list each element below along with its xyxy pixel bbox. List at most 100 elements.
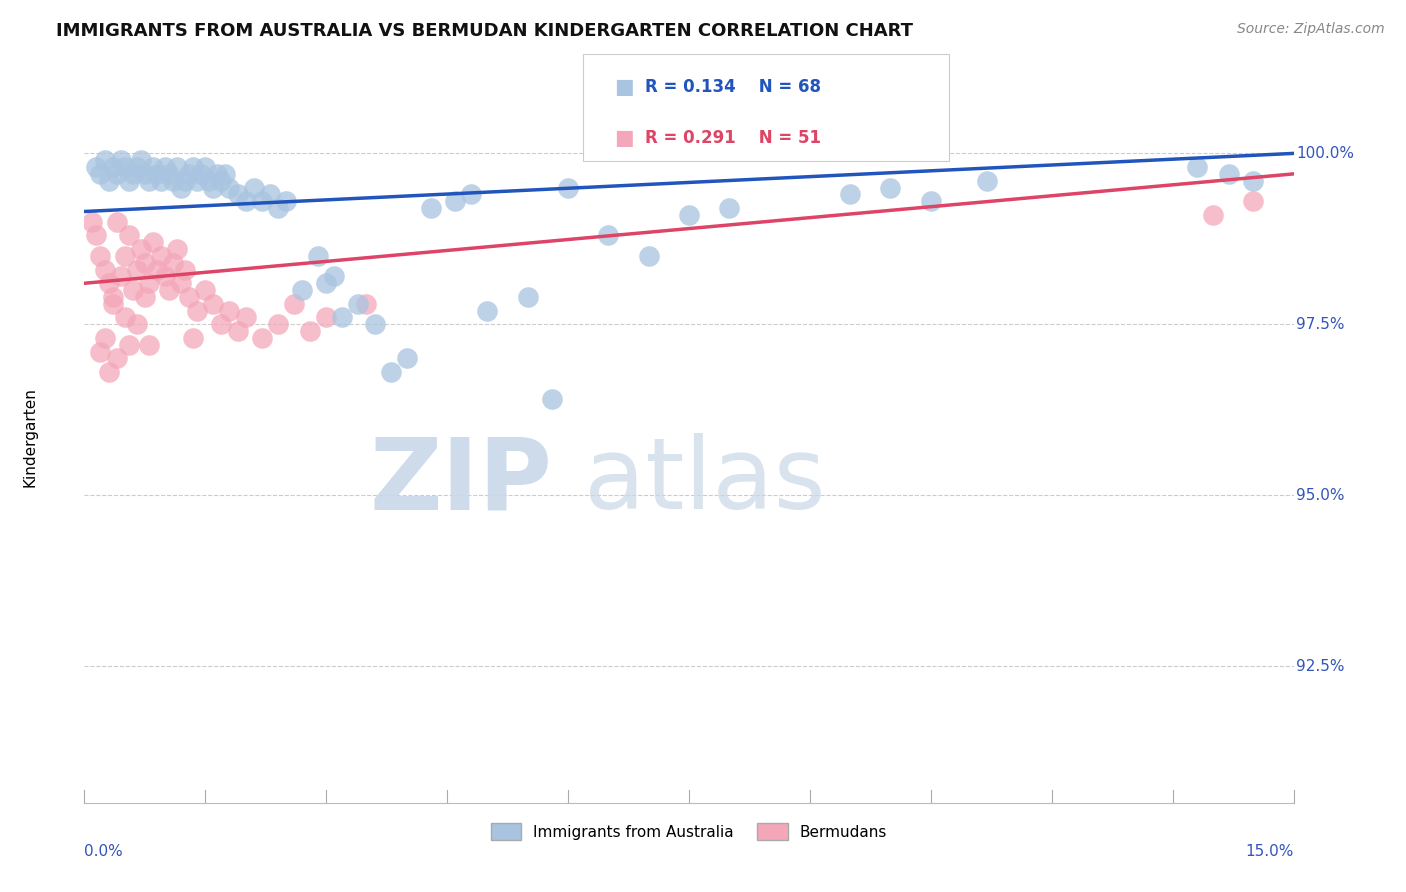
- Point: [138, 277, 160, 291]
- Point: [181, 331, 204, 345]
- Point: [146, 167, 169, 181]
- Point: [89, 167, 111, 181]
- Point: [207, 167, 229, 181]
- Point: [330, 310, 353, 325]
- Point: [114, 249, 136, 263]
- Point: [105, 351, 128, 366]
- Point: [125, 262, 148, 277]
- Point: [174, 262, 197, 277]
- Point: [170, 277, 193, 291]
- Legend: Immigrants from Australia, Bermudans: Immigrants from Australia, Bermudans: [485, 816, 893, 847]
- Point: [202, 180, 225, 194]
- Point: [420, 201, 443, 215]
- Point: [460, 187, 482, 202]
- Point: [93, 153, 115, 168]
- Point: [920, 194, 942, 209]
- Point: [395, 351, 418, 366]
- Text: 95.0%: 95.0%: [1296, 488, 1344, 503]
- Point: [170, 180, 193, 194]
- Point: [101, 160, 124, 174]
- Point: [129, 153, 152, 168]
- Point: [86, 160, 108, 174]
- Point: [134, 167, 156, 181]
- Point: [149, 174, 172, 188]
- Point: [142, 160, 165, 174]
- Point: [118, 338, 141, 352]
- Point: [174, 174, 197, 188]
- Point: [879, 180, 901, 194]
- Point: [142, 235, 165, 250]
- Point: [194, 283, 217, 297]
- Point: [839, 187, 862, 202]
- Point: [97, 174, 120, 188]
- Point: [235, 194, 257, 209]
- Text: atlas: atlas: [583, 433, 825, 530]
- Point: [1241, 194, 1264, 209]
- Text: ■: ■: [614, 78, 634, 97]
- Point: [557, 180, 579, 194]
- Point: [1218, 167, 1240, 181]
- Point: [82, 215, 104, 229]
- Text: R = 0.134    N = 68: R = 0.134 N = 68: [645, 78, 821, 96]
- Point: [250, 194, 273, 209]
- Text: 15.0%: 15.0%: [1246, 844, 1294, 859]
- Point: [235, 310, 257, 325]
- Point: [114, 160, 136, 174]
- Point: [226, 324, 249, 338]
- Point: [976, 174, 998, 188]
- Point: [138, 338, 160, 352]
- Text: 92.5%: 92.5%: [1296, 658, 1344, 673]
- Point: [89, 344, 111, 359]
- Point: [179, 167, 201, 181]
- Point: [209, 174, 232, 188]
- Point: [202, 297, 225, 311]
- Point: [516, 290, 538, 304]
- Point: [363, 318, 385, 332]
- Point: [347, 297, 370, 311]
- Point: [315, 277, 337, 291]
- Point: [93, 262, 115, 277]
- Point: [356, 297, 378, 311]
- Point: [598, 228, 620, 243]
- Point: [105, 215, 128, 229]
- Point: [97, 365, 120, 379]
- Point: [315, 310, 337, 325]
- Point: [444, 194, 467, 209]
- Point: [121, 167, 143, 181]
- Point: [157, 167, 180, 181]
- Point: [93, 331, 115, 345]
- Point: [125, 160, 148, 174]
- Point: [101, 297, 124, 311]
- Point: [678, 208, 700, 222]
- Point: [121, 283, 143, 297]
- Text: R = 0.291    N = 51: R = 0.291 N = 51: [645, 129, 821, 147]
- Point: [194, 160, 217, 174]
- Point: [162, 256, 184, 270]
- Point: [226, 187, 249, 202]
- Point: [89, 249, 111, 263]
- Point: [110, 153, 132, 168]
- Text: 97.5%: 97.5%: [1296, 317, 1344, 332]
- Text: Kindergarten: Kindergarten: [22, 387, 38, 487]
- Point: [179, 290, 201, 304]
- Point: [86, 228, 108, 243]
- Point: [209, 318, 232, 332]
- Point: [259, 187, 281, 202]
- Point: [146, 262, 169, 277]
- Text: 0.0%: 0.0%: [84, 844, 124, 859]
- Point: [477, 303, 499, 318]
- Point: [283, 297, 305, 311]
- Point: [250, 331, 273, 345]
- Point: [129, 242, 152, 256]
- Point: [125, 318, 148, 332]
- Point: [162, 174, 184, 188]
- Point: [153, 269, 176, 284]
- Point: [101, 290, 124, 304]
- Text: 100.0%: 100.0%: [1296, 146, 1354, 161]
- Text: IMMIGRANTS FROM AUSTRALIA VS BERMUDAN KINDERGARTEN CORRELATION CHART: IMMIGRANTS FROM AUSTRALIA VS BERMUDAN KI…: [56, 22, 914, 40]
- Point: [267, 318, 290, 332]
- Point: [134, 290, 156, 304]
- Point: [291, 283, 314, 297]
- Point: [149, 249, 172, 263]
- Point: [218, 180, 240, 194]
